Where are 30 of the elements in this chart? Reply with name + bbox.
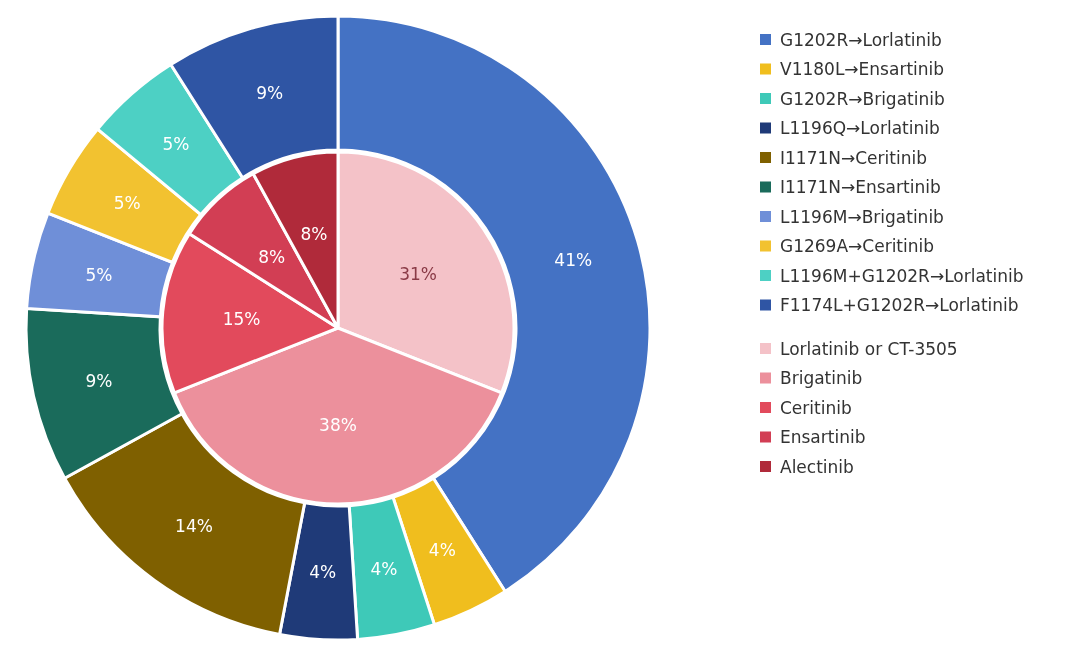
- data-label: 4%: [370, 558, 398, 579]
- legend-label: I1171N→Ensartinib: [780, 177, 941, 198]
- legend-label: Ceritinib: [780, 397, 852, 418]
- legend-label: G1269A→Ceritinib: [780, 236, 935, 257]
- data-label: 5%: [162, 134, 190, 155]
- data-label: 14%: [175, 516, 213, 537]
- legend-label: G1202R→Lorlatinib: [780, 29, 942, 50]
- data-label: 5%: [113, 193, 141, 214]
- legend-label: L1196M→Brigatinib: [780, 206, 944, 227]
- legend-label: V1180L→Ensartinib: [780, 59, 945, 80]
- legend-label: Ensartinib: [780, 427, 866, 448]
- data-label: 8%: [258, 247, 286, 268]
- data-label: 4%: [428, 539, 456, 560]
- legend-label: Lorlatinib or CT-3505: [780, 338, 958, 359]
- legend-label: L1196Q→Lorlatinib: [780, 118, 940, 139]
- legend-label: Alectinib: [780, 456, 854, 477]
- data-label: 15%: [222, 308, 261, 329]
- data-label: 8%: [300, 224, 328, 245]
- legend-label: G1202R→Brigatinib: [780, 88, 945, 109]
- data-label: 9%: [85, 371, 113, 392]
- legend-label: L1196M+G1202R→Lorlatinib: [780, 265, 1024, 286]
- data-label: 5%: [85, 264, 113, 285]
- data-label: 31%: [399, 263, 437, 284]
- legend-label: Brigatinib: [780, 368, 863, 389]
- data-label: 4%: [309, 562, 337, 583]
- data-label: 9%: [256, 82, 284, 103]
- legend-label: I1171N→Ceritinib: [780, 147, 927, 168]
- legend-label: F1174L+G1202R→Lorlatinib: [780, 295, 1019, 316]
- data-label: 41%: [554, 249, 593, 270]
- data-label: 38%: [319, 414, 357, 435]
